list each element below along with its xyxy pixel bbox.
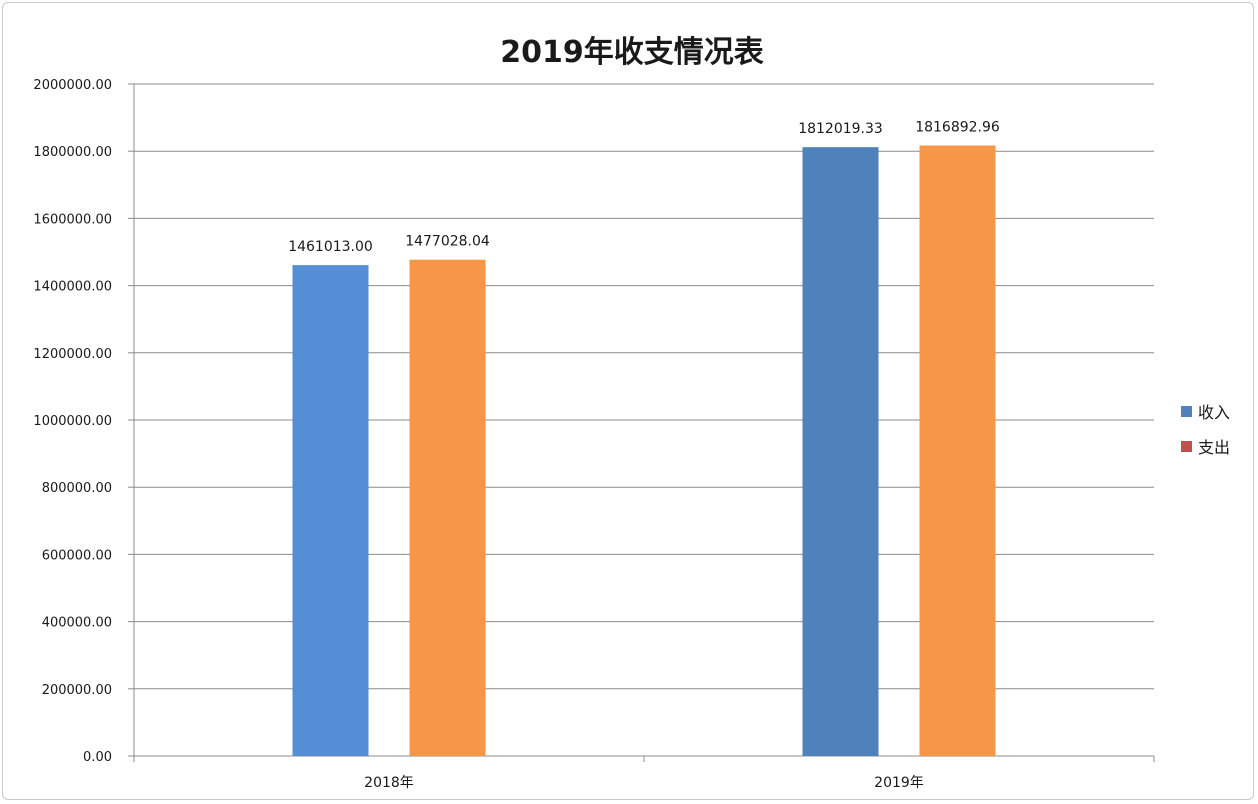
- legend-label: 支出: [1198, 438, 1230, 457]
- data-label: 1461013.00: [288, 239, 373, 255]
- bar-income: [802, 147, 879, 756]
- y-tick-label: 800000.00: [42, 481, 112, 496]
- y-tick-label: 1800000.00: [33, 145, 112, 160]
- chart-title: 2019年收支情况表: [500, 35, 764, 70]
- bars: [292, 145, 996, 756]
- legend-swatch: [1181, 441, 1192, 452]
- y-tick-label: 2000000.00: [33, 78, 112, 93]
- bar-income: [292, 265, 369, 756]
- y-tick-label: 200000.00: [42, 683, 112, 698]
- y-tick-label: 0.00: [83, 750, 112, 765]
- bar-expense: [919, 145, 996, 756]
- bar-expense: [409, 259, 486, 756]
- data-label: 1816892.96: [915, 120, 1000, 136]
- y-tick-label: 1200000.00: [33, 347, 112, 362]
- legend-swatch: [1181, 406, 1192, 417]
- y-tick-label: 600000.00: [42, 548, 112, 563]
- legend-label: 收入: [1198, 403, 1230, 422]
- data-labels: 1461013.00 1477028.04 1812019.33 1816892.96: [288, 120, 1000, 256]
- y-tick-label: 1400000.00: [33, 280, 112, 295]
- data-label: 1477028.04: [405, 234, 490, 250]
- y-tick-label: 400000.00: [42, 616, 112, 631]
- data-label: 1812019.33: [798, 121, 883, 137]
- gridlines: [134, 83, 1154, 757]
- x-category-label: 2018年: [364, 775, 414, 791]
- y-tick-label: 1000000.00: [33, 414, 112, 429]
- y-tick-label: 1600000.00: [33, 212, 112, 227]
- x-category-label: 2019年: [874, 775, 924, 791]
- axes: 0.00 200000.00 400000.00 600000.00 800000.00…: [33, 78, 1155, 791]
